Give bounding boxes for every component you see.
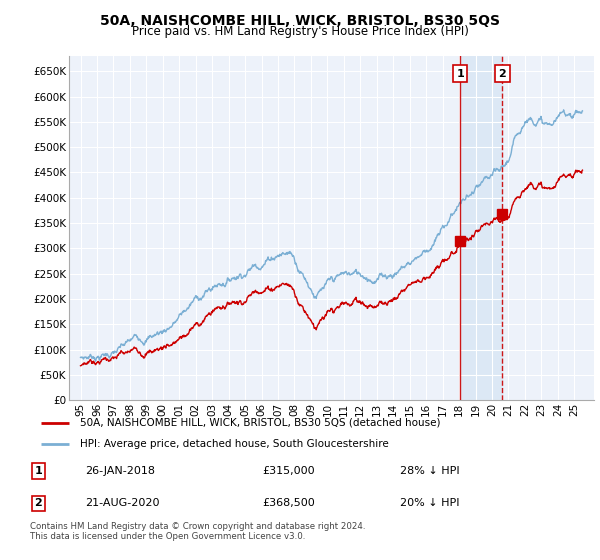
Text: 20% ↓ HPI: 20% ↓ HPI — [400, 498, 460, 508]
Text: HPI: Average price, detached house, South Gloucestershire: HPI: Average price, detached house, Sout… — [80, 439, 388, 449]
Bar — [460, 56, 502, 400]
Text: 50A, NAISHCOMBE HILL, WICK, BRISTOL, BS30 5QS: 50A, NAISHCOMBE HILL, WICK, BRISTOL, BS3… — [100, 14, 500, 28]
Text: 21-AUG-2020: 21-AUG-2020 — [85, 498, 160, 508]
Text: 1: 1 — [457, 69, 464, 79]
Text: 50A, NAISHCOMBE HILL, WICK, BRISTOL, BS30 5QS (detached house): 50A, NAISHCOMBE HILL, WICK, BRISTOL, BS3… — [80, 418, 440, 428]
Text: 26-JAN-2018: 26-JAN-2018 — [85, 466, 155, 476]
Text: Contains HM Land Registry data © Crown copyright and database right 2024.
This d: Contains HM Land Registry data © Crown c… — [30, 522, 365, 542]
Text: 28% ↓ HPI: 28% ↓ HPI — [400, 466, 460, 476]
Text: Price paid vs. HM Land Registry's House Price Index (HPI): Price paid vs. HM Land Registry's House … — [131, 25, 469, 38]
Text: 2: 2 — [499, 69, 506, 79]
Text: 1: 1 — [34, 466, 42, 476]
Text: 2: 2 — [34, 498, 42, 508]
Text: £368,500: £368,500 — [262, 498, 314, 508]
Text: £315,000: £315,000 — [262, 466, 314, 476]
